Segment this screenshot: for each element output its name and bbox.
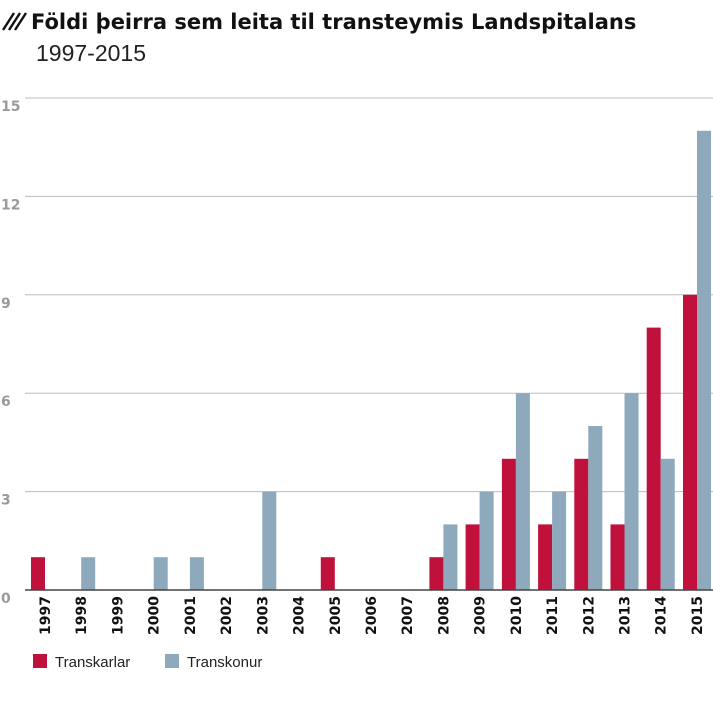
x-tick-label: 2004 (292, 596, 308, 635)
x-tick-label: 2008 (436, 596, 452, 635)
x-tick-label: 2000 (147, 596, 163, 635)
x-tick-label: 1997 (38, 596, 54, 635)
x-tick-label: 2003 (255, 596, 271, 635)
x-tick-label: 2001 (183, 596, 199, 635)
x-tick-label: 1998 (74, 596, 90, 635)
y-tick-label: 6 (1, 394, 11, 410)
bar-transkonur-2011 (552, 491, 567, 590)
y-tick-label: 3 (1, 493, 11, 509)
x-tick-label: 2012 (581, 596, 597, 635)
legend: Transkarlar Transkonur (33, 654, 262, 671)
x-tick-label: 2015 (690, 596, 706, 635)
x-tick-label: 2011 (545, 596, 561, 635)
bar-transkonur-2012 (588, 426, 603, 590)
bar-transkarlar-2013 (610, 524, 625, 590)
x-tick-label: 1999 (110, 596, 126, 635)
x-tick-label: 2002 (219, 596, 235, 635)
legend-swatch-transkonur (165, 654, 179, 668)
bar-transkarlar-2012 (574, 458, 589, 590)
bar-transkarlar-2008 (429, 557, 444, 590)
bar-transkonur-2003 (262, 491, 277, 590)
chart-subtitle: 1997-2015 (36, 40, 146, 66)
y-axis-ticks: 0 3 6 9 12 15 (1, 99, 20, 607)
x-tick-label: 2014 (654, 596, 670, 635)
bar-transkonur-2008 (443, 524, 458, 590)
y-tick-label: 0 (1, 591, 11, 607)
bar-transkonur-1998 (81, 557, 96, 590)
x-axis-ticks: 1997 1998 1999 2000 2001 2002 2003 2004 2005 2006… (38, 596, 706, 635)
x-tick-label: 2005 (328, 596, 344, 635)
chart-title: Földi þeirra sem leita til transteymis L… (31, 10, 636, 34)
bar-transkonur-2014 (660, 458, 675, 590)
bars (31, 130, 711, 591)
bar-transkarlar-1997 (31, 557, 45, 590)
bar-transkonur-2000 (153, 557, 168, 590)
bar-transkarlar-2010 (501, 458, 516, 590)
bar-transkarlar-2005 (320, 557, 335, 590)
y-tick-label: 9 (1, 296, 11, 312)
bar-transkarlar-2009 (465, 524, 480, 590)
hatch-icon (1, 12, 28, 31)
bar-transkonur-2013 (624, 393, 639, 590)
y-tick-label: 12 (1, 197, 20, 213)
bar-transkarlar-2014 (646, 327, 661, 590)
x-tick-label: 2010 (509, 596, 525, 635)
legend-label-transkonur: Transkonur (187, 654, 262, 671)
bar-transkarlar-2011 (538, 524, 553, 590)
x-tick-label: 2009 (473, 596, 489, 635)
legend-swatch-transkarlar (33, 654, 47, 668)
x-tick-label: 2013 (618, 596, 634, 635)
bar-transkonur-2009 (479, 491, 494, 590)
x-tick-label: 2006 (364, 596, 380, 635)
bar-transkonur-2010 (515, 393, 530, 590)
bar-transkarlar-2015 (683, 294, 697, 590)
y-tick-label: 15 (1, 99, 20, 115)
bar-transkonur-2015 (697, 130, 711, 591)
bar-transkonur-2001 (189, 557, 204, 590)
legend-label-transkarlar: Transkarlar (55, 654, 130, 671)
x-tick-label: 2007 (400, 596, 416, 635)
grid-lines (25, 97, 713, 493)
